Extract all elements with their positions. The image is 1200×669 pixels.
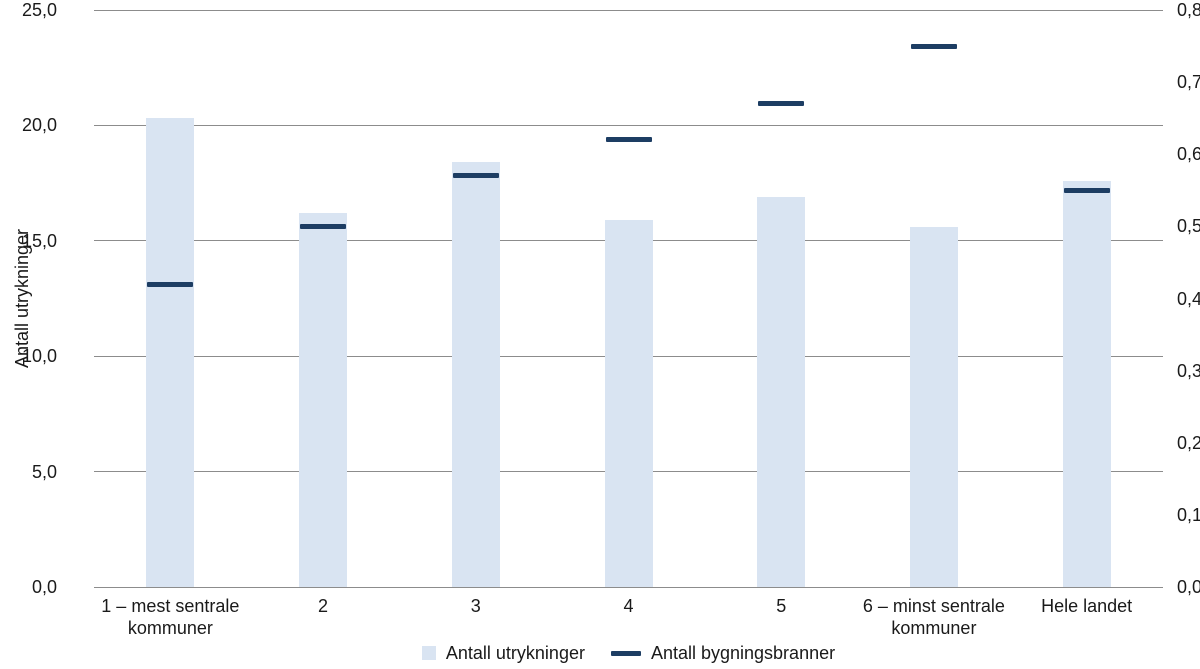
x-axis-label: Hele landet bbox=[1041, 596, 1133, 616]
left-axis-title: Antall utrykninger bbox=[12, 228, 32, 369]
marker-antall-bygningsbranner bbox=[910, 43, 957, 49]
right-axis-tick: 0,6 bbox=[1177, 144, 1200, 165]
right-axis-tick: 0,2 bbox=[1177, 432, 1200, 453]
marker-antall-bygningsbranner bbox=[452, 173, 499, 179]
left-axis-tick: 0,0 bbox=[31, 577, 57, 597]
right-axis-tick: 0,5 bbox=[1177, 216, 1200, 237]
marker-antall-bygningsbranner bbox=[147, 281, 194, 287]
marker-antall-bygningsbranner bbox=[1063, 187, 1110, 193]
marker-antall-bygningsbranner bbox=[300, 223, 347, 229]
right-axis-tick: 0,3 bbox=[1177, 360, 1200, 381]
left-axis-tick: 25,0 bbox=[21, 0, 57, 20]
gridline bbox=[94, 586, 1163, 588]
left-axis-tick: 10,0 bbox=[21, 346, 57, 367]
left-axis-tick: 5,0 bbox=[31, 461, 57, 482]
legend-item-utrykninger: Antall utrykninger bbox=[421, 642, 585, 664]
gridline bbox=[94, 124, 1163, 126]
right-axis-tick: 0,8 bbox=[1177, 0, 1200, 20]
right-axis-tick: 0,1 bbox=[1177, 504, 1200, 525]
x-axis-label: 4 bbox=[623, 596, 634, 616]
x-axis-label: 6 – minst sentrale kommuner bbox=[862, 596, 1005, 638]
x-axis-label: 1 – mest sentrale kommuner bbox=[101, 596, 240, 638]
bar-antall-utrykninger bbox=[757, 196, 806, 587]
bar-antall-utrykninger bbox=[604, 220, 653, 587]
dash-swatch-icon bbox=[610, 650, 641, 656]
marker-antall-bygningsbranner bbox=[605, 137, 652, 143]
bar-antall-utrykninger bbox=[1062, 180, 1111, 587]
bar-antall-utrykninger bbox=[451, 162, 500, 587]
marker-antall-bygningsbranner bbox=[758, 101, 805, 107]
legend-label-utrykninger: Antall utrykninger bbox=[445, 642, 585, 663]
left-axis-tick: 15,0 bbox=[21, 230, 57, 251]
bar-antall-utrykninger bbox=[146, 118, 195, 587]
plot-area bbox=[94, 9, 1163, 588]
legend: Antall utrykninger Antall bygningsbranne… bbox=[94, 640, 1163, 666]
x-axis-label: 2 bbox=[318, 596, 329, 616]
left-axis-tick: 20,0 bbox=[21, 115, 57, 136]
legend-item-bygningsbranner: Antall bygningsbranner bbox=[610, 642, 836, 664]
bar-antall-utrykninger bbox=[299, 213, 348, 587]
right-axis-tick: 0,4 bbox=[1177, 288, 1200, 309]
legend-label-bygningsbranner: Antall bygningsbranner bbox=[650, 642, 836, 663]
x-axis-label: 3 bbox=[470, 596, 481, 616]
right-axis-tick: 0,7 bbox=[1177, 72, 1200, 93]
gridline bbox=[94, 9, 1163, 11]
bar-antall-utrykninger bbox=[909, 226, 958, 587]
bar-swatch-icon bbox=[421, 646, 436, 660]
right-axis-tick: 0,0 bbox=[1177, 577, 1200, 597]
x-axis-label: 5 bbox=[776, 596, 787, 616]
